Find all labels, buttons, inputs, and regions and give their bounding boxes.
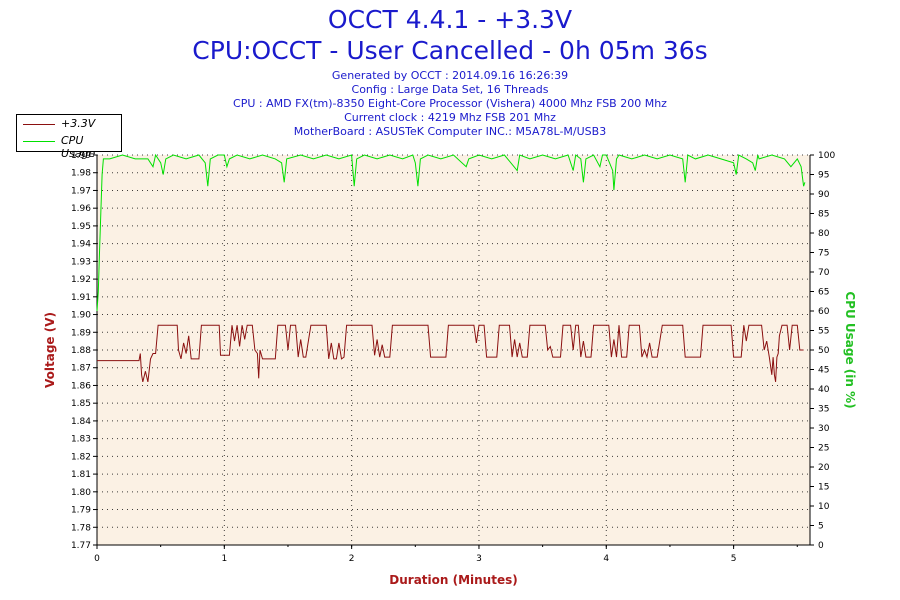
info-motherboard: MotherBoard : ASUSTeK Computer INC.: M5A… <box>293 125 607 138</box>
y-right-tick-label: 45 <box>818 366 829 376</box>
y-left-tick-label: 1.95 <box>71 222 91 232</box>
legend-voltage-label: +3.3V <box>61 117 96 130</box>
x-tick-label: 0 <box>94 554 100 564</box>
y-right-tick-label: 0 <box>818 541 824 551</box>
y-left-tick-label: 1.97 <box>71 186 91 196</box>
series-cpu-usage-line <box>96 153 806 312</box>
y-left-tick-label: 1.98 <box>71 169 91 179</box>
x-tick-label: 4 <box>603 554 609 564</box>
y-right-tick-label: 70 <box>818 268 830 278</box>
chart-title: OCCT 4.4.1 - +3.3V <box>327 5 573 34</box>
legend: +3.3V CPU Usage <box>16 114 122 160</box>
y-right-tick-label: 40 <box>818 385 830 395</box>
y-right-tick-label: 90 <box>818 190 830 200</box>
y-left-tick-label: 1.78 <box>71 523 91 533</box>
y-right-tick-label: 80 <box>818 229 830 239</box>
y-right-tick-label: 10 <box>818 502 830 512</box>
legend-voltage-swatch <box>23 124 55 125</box>
y-right-tick-label: 55 <box>818 327 829 337</box>
info-generated: Generated by OCCT : 2014.09.16 16:26:39 <box>331 69 569 82</box>
y-right-tick-label: 35 <box>818 405 829 415</box>
y-right-tick-label: 75 <box>818 249 829 259</box>
y-left-tick-label: 1.82 <box>71 452 91 462</box>
y-left-tick-label: 1.77 <box>71 541 91 551</box>
legend-item-cpu: CPU Usage <box>17 133 121 160</box>
x-tick-label: 3 <box>476 554 482 564</box>
y-left-tick-label: 1.90 <box>71 311 91 321</box>
y-left-tick-label: 1.92 <box>71 275 91 285</box>
info-config: Config : Large Data Set, 16 Threads <box>351 83 549 96</box>
y-left-tick-label: 1.80 <box>71 488 91 498</box>
y-right-tick-label: 60 <box>818 307 830 317</box>
y-left-tick-label: 1.94 <box>71 240 91 250</box>
y-left-tick-label: 1.79 <box>71 506 91 516</box>
x-tick-label: 5 <box>731 554 737 564</box>
y-left-tick-label: 1.87 <box>71 364 91 374</box>
x-tick-label: 1 <box>221 554 227 564</box>
x-axis-label: Duration (Minutes) <box>389 573 517 587</box>
y-left-tick-label: 1.81 <box>71 470 91 480</box>
y-left-tick-label: 1.99 <box>71 151 91 161</box>
x-tick-label: 2 <box>349 554 355 564</box>
y-left-tick-label: 1.89 <box>71 328 91 338</box>
y-right-tick-label: 25 <box>818 444 829 454</box>
y-right-tick-label: 95 <box>818 171 829 181</box>
legend-item-voltage: +3.3V <box>17 116 121 132</box>
y-left-tick-label: 1.88 <box>71 346 91 356</box>
y-right-tick-label: 20 <box>818 463 830 473</box>
y-left-axis-label: Voltage (V) <box>43 312 57 388</box>
y-left-tick-label: 1.91 <box>71 293 91 303</box>
y-right-axis-label: CPU Usage (in %) <box>843 291 857 408</box>
y-right-tick-label: 50 <box>818 346 830 356</box>
y-right-tick-label: 100 <box>818 151 835 161</box>
series-voltage-line <box>97 324 804 383</box>
y-left-tick-label: 1.86 <box>71 381 91 391</box>
y-left-tick-label: 1.84 <box>71 417 91 427</box>
y-left-tick-label: 1.85 <box>71 399 91 409</box>
y-right-tick-label: 5 <box>818 522 824 532</box>
y-right-tick-label: 65 <box>818 288 829 298</box>
y-left-tick-label: 1.83 <box>71 435 91 445</box>
y-right-tick-label: 30 <box>818 424 830 434</box>
legend-cpu-swatch <box>23 141 55 142</box>
legend-cpu-label: CPU Usage <box>61 134 96 160</box>
y-right-tick-label: 15 <box>818 483 829 493</box>
y-left-tick-label: 1.93 <box>71 257 91 267</box>
y-left-tick-label: 1.96 <box>71 204 91 214</box>
info-clock: Current clock : 4219 Mhz FSB 201 Mhz <box>344 111 556 124</box>
plot-area <box>97 155 810 545</box>
info-cpu: CPU : AMD FX(tm)-8350 Eight-Core Process… <box>233 97 667 110</box>
y-right-tick-label: 85 <box>818 210 829 220</box>
chart-subtitle: CPU:OCCT - User Cancelled - 0h 05m 36s <box>192 36 708 65</box>
